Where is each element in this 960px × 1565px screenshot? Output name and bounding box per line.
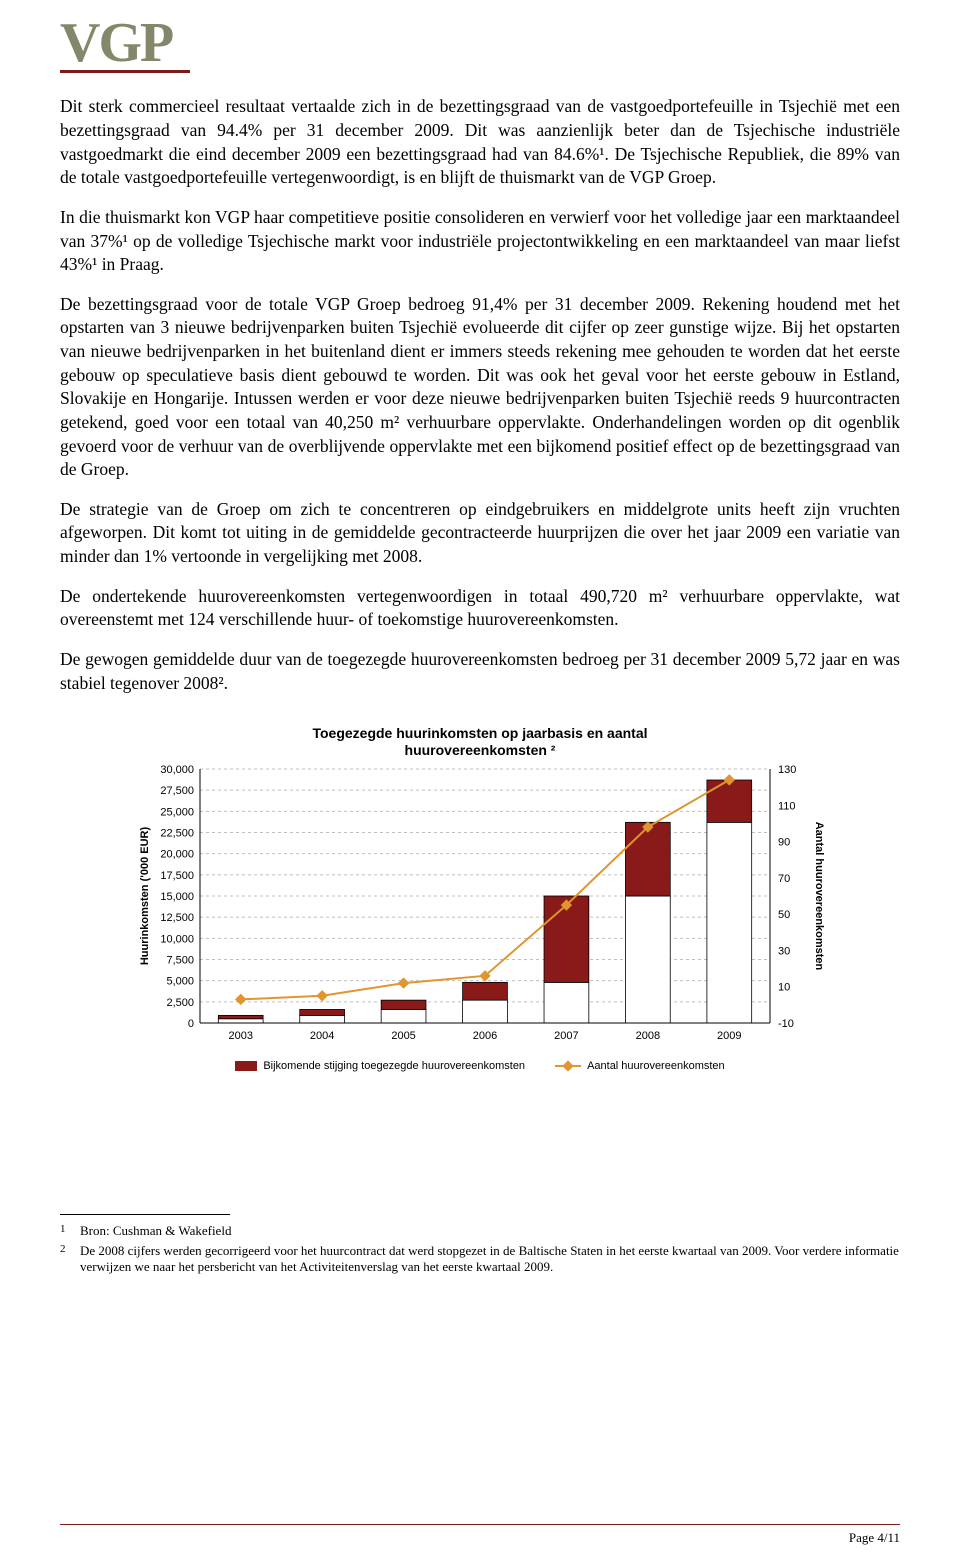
- svg-text:0: 0: [188, 1018, 194, 1030]
- chart-title: Toegezegde huurinkomsten op jaarbasis en…: [130, 725, 830, 759]
- legend-swatch-bar: [235, 1061, 257, 1071]
- svg-text:90: 90: [778, 836, 790, 848]
- svg-text:130: 130: [778, 764, 796, 776]
- chart-title-line1: Toegezegde huurinkomsten op jaarbasis en…: [312, 725, 647, 741]
- legend-label-bars: Bijkomende stijging toegezegde huurovere…: [263, 1059, 525, 1074]
- paragraph-5: De ondertekende huurovereenkomsten verte…: [60, 585, 900, 632]
- svg-text:30: 30: [778, 945, 790, 957]
- svg-text:2009: 2009: [717, 1030, 741, 1042]
- svg-text:2008: 2008: [636, 1030, 660, 1042]
- footer-rule: [60, 1524, 900, 1525]
- svg-text:27,500: 27,500: [160, 785, 194, 797]
- svg-text:-10: -10: [778, 1018, 794, 1030]
- svg-text:2005: 2005: [391, 1030, 415, 1042]
- svg-text:50: 50: [778, 909, 790, 921]
- svg-text:2004: 2004: [310, 1030, 334, 1042]
- svg-text:Aantal huurovereenkomsten: Aantal huurovereenkomsten: [813, 821, 825, 970]
- footnote-2-text: De 2008 cijfers werden gecorrigeerd voor…: [80, 1243, 900, 1276]
- footnote-2: 2 De 2008 cijfers werden gecorrigeerd vo…: [60, 1243, 900, 1276]
- svg-text:70: 70: [778, 873, 790, 885]
- svg-text:30,000: 30,000: [160, 764, 194, 776]
- paragraph-2: In die thuismarkt kon VGP haar competiti…: [60, 206, 900, 277]
- paragraph-4: De strategie van de Groep om zich te con…: [60, 498, 900, 569]
- chart-title-line2: huurovereenkomsten ²: [405, 742, 556, 758]
- footnotes-section: 1 Bron: Cushman & Wakefield 2 De 2008 ci…: [60, 1214, 900, 1276]
- svg-text:2003: 2003: [228, 1030, 252, 1042]
- footnote-1-text: Bron: Cushman & Wakefield: [80, 1223, 231, 1239]
- footnote-2-num: 2: [60, 1243, 70, 1276]
- chart-container: Toegezegde huurinkomsten op jaarbasis en…: [130, 725, 830, 1073]
- svg-text:110: 110: [778, 800, 796, 812]
- legend-swatch-line: [555, 1065, 581, 1067]
- legend-label-line: Aantal huurovereenkomsten: [587, 1059, 725, 1074]
- chart-svg: 0 2,500 5,000 7,500 10,000 12,500 15,000 17,500…: [130, 763, 830, 1053]
- footnote-1-num: 1: [60, 1223, 70, 1239]
- company-logo: VGP: [60, 18, 900, 68]
- svg-text:2006: 2006: [473, 1030, 497, 1042]
- svg-text:10,000: 10,000: [160, 933, 194, 945]
- svg-text:17,500: 17,500: [160, 870, 194, 882]
- paragraph-6: De gewogen gemiddelde duur van de toegez…: [60, 648, 900, 695]
- svg-text:15,000: 15,000: [160, 891, 194, 903]
- chart-legend: Bijkomende stijging toegezegde huurovere…: [130, 1059, 830, 1074]
- legend-item-bars: Bijkomende stijging toegezegde huurovere…: [235, 1059, 525, 1074]
- paragraph-1: Dit sterk commercieel resultaat vertaald…: [60, 95, 900, 190]
- svg-text:7,500: 7,500: [166, 954, 194, 966]
- legend-item-line: Aantal huurovereenkomsten: [555, 1059, 725, 1074]
- page-number: Page 4/11: [849, 1529, 900, 1547]
- svg-text:12,500: 12,500: [160, 912, 194, 924]
- paragraph-3: De bezettingsgraad voor de totale VGP Gr…: [60, 293, 900, 482]
- svg-text:Huurinkomsten ('000 EUR): Huurinkomsten ('000 EUR): [139, 826, 151, 965]
- svg-text:22,500: 22,500: [160, 827, 194, 839]
- svg-text:20,000: 20,000: [160, 848, 194, 860]
- svg-text:2007: 2007: [554, 1030, 578, 1042]
- footnote-rule: [60, 1214, 230, 1215]
- svg-text:10: 10: [778, 981, 790, 993]
- svg-text:25,000: 25,000: [160, 806, 194, 818]
- svg-text:5,000: 5,000: [166, 975, 194, 987]
- svg-text:2,500: 2,500: [166, 997, 194, 1009]
- footnote-1: 1 Bron: Cushman & Wakefield: [60, 1223, 900, 1239]
- document-page: VGP Dit sterk commercieel resultaat vert…: [0, 0, 960, 1565]
